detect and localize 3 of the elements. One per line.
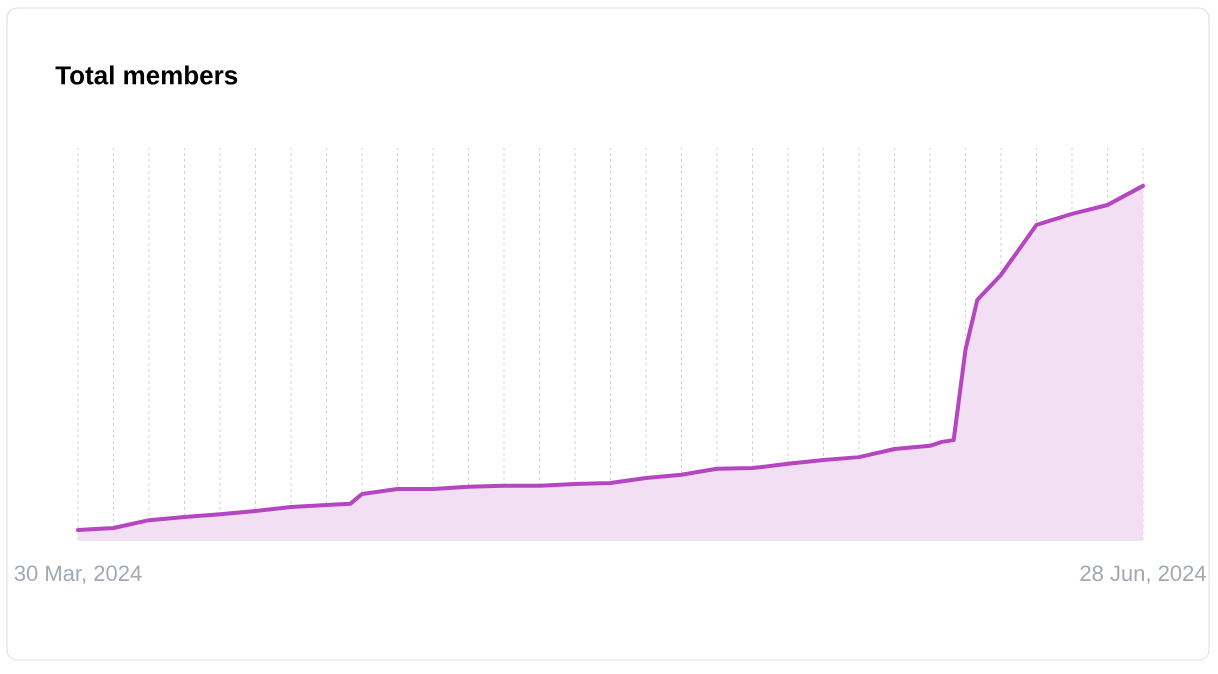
chart-title: Total members: [55, 65, 238, 85]
x-tick-label: 28 Jun, 2024: [1080, 565, 1206, 584]
x-tick-label: 30 Mar, 2024: [14, 565, 142, 584]
